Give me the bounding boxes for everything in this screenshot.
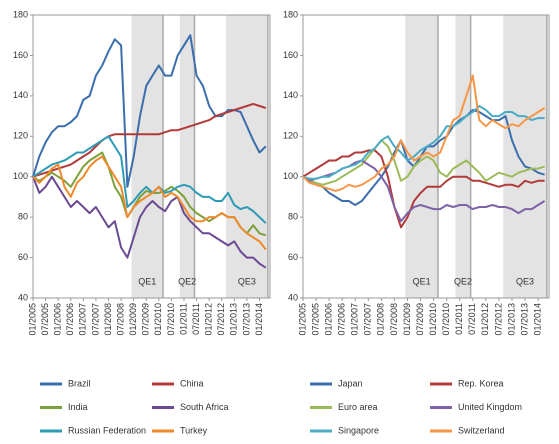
- y-tick-label: 180: [13, 9, 28, 19]
- x-tick-label: 07/2006: [65, 303, 75, 336]
- x-tick-label: 07/2011: [191, 303, 201, 335]
- y-tick-label: 160: [13, 50, 28, 60]
- x-tick-label: 07/2010: [166, 303, 176, 336]
- series-line: [32, 34, 267, 188]
- x-tick-label: 01/2008: [376, 303, 386, 336]
- x-tick-label: 01/2007: [78, 303, 88, 336]
- y-tick-label: 60: [18, 252, 28, 262]
- shaded-period: [131, 15, 164, 298]
- y-tick-label: 120: [283, 131, 298, 141]
- period-label: QE2: [178, 276, 196, 286]
- x-tick-label: 01/2006: [323, 303, 333, 336]
- x-tick-label: 07/2005: [40, 303, 50, 336]
- y-tick-label: 100: [13, 171, 28, 181]
- x-tick-label: 01/2006: [53, 303, 63, 336]
- x-tick-label: 01/2012: [204, 303, 214, 336]
- y-tick-label: 140: [13, 90, 28, 100]
- x-tick-label: 01/2008: [103, 303, 113, 336]
- series-line: [32, 155, 267, 251]
- period-label: QE3: [516, 276, 534, 286]
- legend-label: South Africa: [180, 402, 229, 412]
- legend-label: Rep. Korea: [458, 378, 504, 388]
- legend-label: Turkey: [180, 425, 208, 435]
- period-label: QE1: [138, 276, 156, 286]
- series-line: [302, 149, 545, 229]
- legend-label: Switzerland: [458, 425, 505, 435]
- y-tick-label: 120: [13, 131, 28, 141]
- series-line: [302, 74, 546, 192]
- x-tick-label: 07/2005: [310, 303, 320, 336]
- x-tick-label: 07/2009: [141, 303, 151, 336]
- x-tick-label: 07/2011: [467, 303, 477, 335]
- x-tick-label: 07/2006: [337, 303, 347, 336]
- legend-label: Brazil: [68, 378, 91, 388]
- plot-frame: [302, 14, 550, 299]
- x-tick-label: 07/2009: [415, 303, 425, 336]
- y-tick-label: 180: [283, 9, 298, 19]
- x-tick-label: 01/2010: [428, 303, 438, 336]
- legend-label: Singapore: [338, 425, 379, 435]
- legend-label: United Kingdom: [458, 402, 522, 412]
- x-tick-label: 01/2012: [480, 303, 490, 336]
- x-tick-label: 01/2007: [350, 303, 360, 336]
- x-tick-label: 07/2012: [216, 303, 226, 336]
- shaded-period: [455, 15, 471, 298]
- series-line: [302, 109, 545, 206]
- x-tick-label: 07/2013: [519, 303, 529, 336]
- y-tick-label: 140: [283, 90, 298, 100]
- x-tick-label: 01/2009: [402, 303, 412, 336]
- x-tick-label: 01/2005: [27, 303, 37, 336]
- x-tick-label: 07/2010: [441, 303, 451, 336]
- series-line: [302, 105, 545, 180]
- y-tick-label: 160: [283, 50, 298, 60]
- y-tick-label: 60: [288, 252, 298, 262]
- x-tick-label: 07/2007: [90, 303, 100, 336]
- plot-frame: [32, 14, 271, 299]
- series-line: [32, 175, 267, 269]
- x-tick-label: 01/2014: [254, 303, 264, 336]
- series-line: [32, 102, 267, 178]
- shaded-period: [503, 15, 547, 298]
- legend-label: Russian Federation: [68, 425, 146, 435]
- x-tick-label: 01/2014: [532, 303, 542, 336]
- x-tick-label: 07/2008: [115, 303, 125, 336]
- x-tick-label: 01/2010: [153, 303, 163, 336]
- x-tick-label: 01/2005: [297, 303, 307, 336]
- period-label: QE3: [238, 276, 256, 286]
- x-tick-label: 01/2011: [454, 303, 464, 335]
- period-label: QE1: [413, 276, 431, 286]
- x-tick-label: 07/2007: [363, 303, 373, 336]
- series-line: [32, 135, 267, 224]
- legend-label: China: [180, 378, 204, 388]
- y-tick-label: 40: [18, 292, 28, 302]
- y-tick-label: 80: [288, 212, 298, 222]
- shaded-period: [225, 15, 268, 298]
- x-tick-label: 01/2013: [506, 303, 516, 336]
- x-tick-label: 01/2013: [229, 303, 239, 336]
- series-line: [302, 139, 545, 186]
- shaded-period: [179, 15, 195, 298]
- y-tick-label: 80: [18, 212, 28, 222]
- x-tick-label: 07/2012: [493, 303, 503, 336]
- x-tick-label: 07/2008: [389, 303, 399, 336]
- x-tick-label: 07/2013: [241, 303, 251, 336]
- legend-label: Euro area: [338, 402, 378, 412]
- y-tick-label: 100: [283, 171, 298, 181]
- x-tick-label: 01/2009: [128, 303, 138, 336]
- y-tick-label: 40: [288, 292, 298, 302]
- period-label: QE2: [454, 276, 472, 286]
- x-tick-label: 01/2011: [178, 303, 188, 335]
- legend-label: India: [68, 402, 88, 412]
- legend-label: Japan: [338, 378, 363, 388]
